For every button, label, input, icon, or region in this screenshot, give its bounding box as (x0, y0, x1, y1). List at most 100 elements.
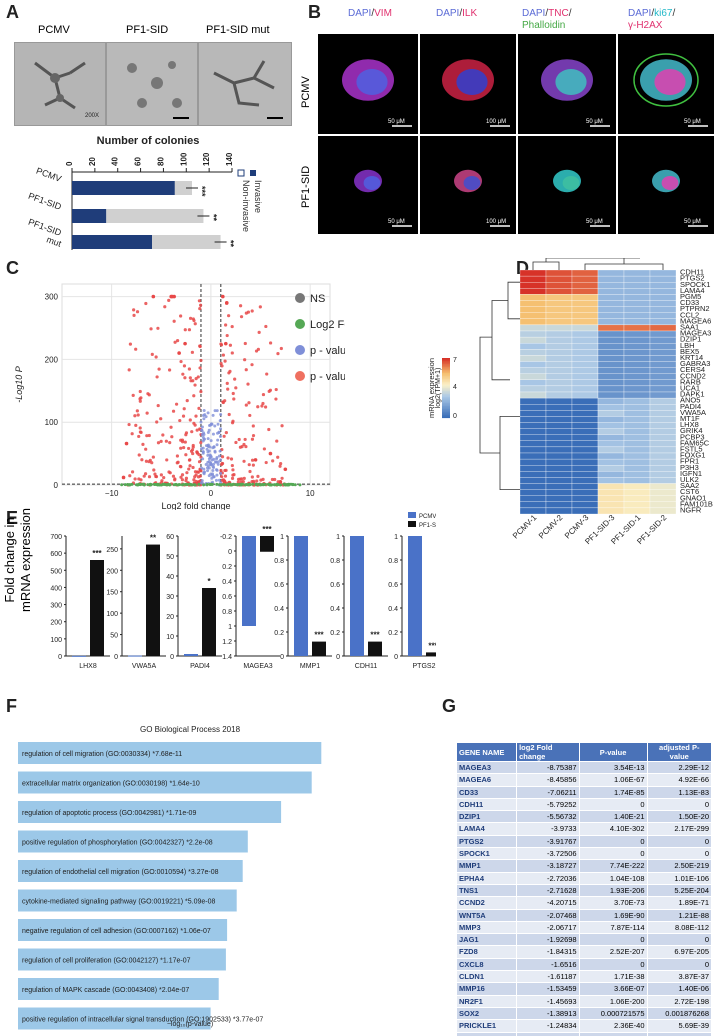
bar-pf1sid (146, 544, 160, 656)
point-pvalue (216, 438, 220, 442)
scale-bar (173, 117, 189, 119)
tick-label: 1 (394, 534, 398, 541)
point-sig (276, 455, 280, 459)
value-cell: -4.20715 (516, 896, 580, 910)
point-sig (183, 440, 187, 444)
point-pvalue (202, 467, 206, 471)
labeled-point (121, 475, 126, 480)
go-bar-label: extracellular matrix organization (GO:00… (22, 781, 200, 788)
gene-label: GNAO1 (680, 493, 706, 502)
point-sig (143, 472, 148, 476)
heat-cell (623, 373, 651, 380)
tick-label: 200 (50, 620, 62, 627)
point-pvalue (201, 446, 205, 450)
point-sig (261, 392, 266, 397)
gene-cell: CD33 (455, 785, 518, 799)
point-pvalue (217, 478, 221, 482)
point-fc (275, 483, 279, 487)
point-sig (155, 420, 159, 424)
legend-dot (295, 319, 305, 329)
point-sig (234, 440, 238, 445)
legend-dot (295, 345, 305, 355)
colorbar-segment (442, 391, 450, 393)
point-sig (242, 459, 246, 463)
go-bar-label: regulation of cell proliferation (GO:004… (22, 958, 191, 965)
point-pvalue (217, 430, 221, 434)
value-cell: 0 (646, 933, 712, 947)
heat-cell (545, 404, 573, 411)
tick-label: 100 (50, 637, 62, 644)
value-cell: 1.93E-206 (578, 883, 648, 898)
point-sig (242, 442, 246, 447)
cell-sprout-image (15, 43, 105, 125)
channel-part: / (545, 8, 549, 19)
go-bar-label: regulation of apoptotic process (GO:0042… (22, 810, 196, 817)
colorbar-segment (442, 362, 450, 365)
heat-cell (519, 312, 547, 319)
point-sig (127, 422, 131, 427)
heat-cell (649, 440, 677, 448)
value-cell: -5.79252 (516, 797, 580, 812)
heat-cell (519, 507, 547, 515)
heat-cell (623, 349, 651, 356)
point-pvalue (218, 419, 222, 423)
point-sig (137, 434, 141, 439)
point-sig (194, 377, 198, 381)
value-cell: 0.000721575 (578, 1006, 648, 1021)
gene-cell: PTGS2 (455, 834, 518, 849)
legend-label: p - value (310, 345, 345, 357)
heat-cell (519, 306, 547, 313)
point-sig (244, 368, 248, 372)
qpcr-ylabel: Fold change in mRNA expression (2, 508, 34, 612)
point-sig (179, 465, 183, 469)
table-row: CXCL8 -1.6516 0 0 (455, 957, 712, 972)
point-sig (275, 439, 279, 443)
bar-noninvasive (152, 235, 221, 249)
table-row: MMP16 -1.53459 3.66E-07 1.40E-06 (455, 982, 712, 996)
heat-cell (649, 318, 677, 326)
point-fc (258, 483, 262, 487)
point-sig (154, 355, 158, 359)
value-cell: -1.38913 (516, 1006, 580, 1021)
table-row: CDH11 -5.79252 0 0 (455, 797, 712, 812)
bar-pf1sid (368, 641, 382, 656)
heat-cell (597, 446, 625, 454)
colorbar-segment (442, 395, 450, 398)
heat-cell (597, 391, 625, 399)
col-pvalue: P-value (578, 742, 648, 762)
heat-cell (519, 349, 547, 356)
value-cell: 5.25E-204 (646, 883, 712, 898)
gene-cell: FZD8 (455, 945, 518, 959)
point-sig (191, 465, 195, 470)
point-sig (138, 389, 142, 394)
colorbar-segment (442, 409, 450, 411)
heat-cell (649, 410, 677, 417)
point-sig (189, 449, 194, 453)
point-fc (177, 483, 181, 487)
gene-label: KRT14 (680, 353, 703, 362)
channel-part: VIM (374, 8, 392, 19)
value-cell: 0 (646, 834, 712, 849)
gene-cell: SOX2 (455, 1006, 518, 1021)
volcano-plot: 0100200300−10010PTGS2SPOCK1CDH11PLATLAMA… (14, 283, 345, 510)
value-cell: 6.97E-205 (646, 945, 712, 959)
point-sig (232, 397, 236, 401)
significance-mark: ** (150, 534, 157, 543)
point-sig (155, 375, 159, 379)
point-sig (197, 460, 202, 464)
colorbar-segment (442, 377, 450, 380)
labeled-point (124, 441, 129, 446)
point-sig (150, 461, 154, 465)
heat-cell (649, 489, 677, 496)
tick-label: 1 (336, 534, 340, 541)
legend-pf1sid: PF1-SID (419, 523, 436, 529)
heat-cell (623, 434, 651, 441)
heat-cell (545, 458, 573, 466)
table-row: PRICKLE1 -1.24834 2.36E-40 5.69E-39 (455, 1019, 712, 1033)
bar-pcmv (408, 536, 422, 656)
tick-label: 400 (50, 585, 62, 592)
point-sig (250, 475, 254, 479)
table-row: SOX2 -1.38913 0.000721575 0.001876268 (455, 1006, 712, 1021)
category-label: mut (45, 234, 63, 249)
